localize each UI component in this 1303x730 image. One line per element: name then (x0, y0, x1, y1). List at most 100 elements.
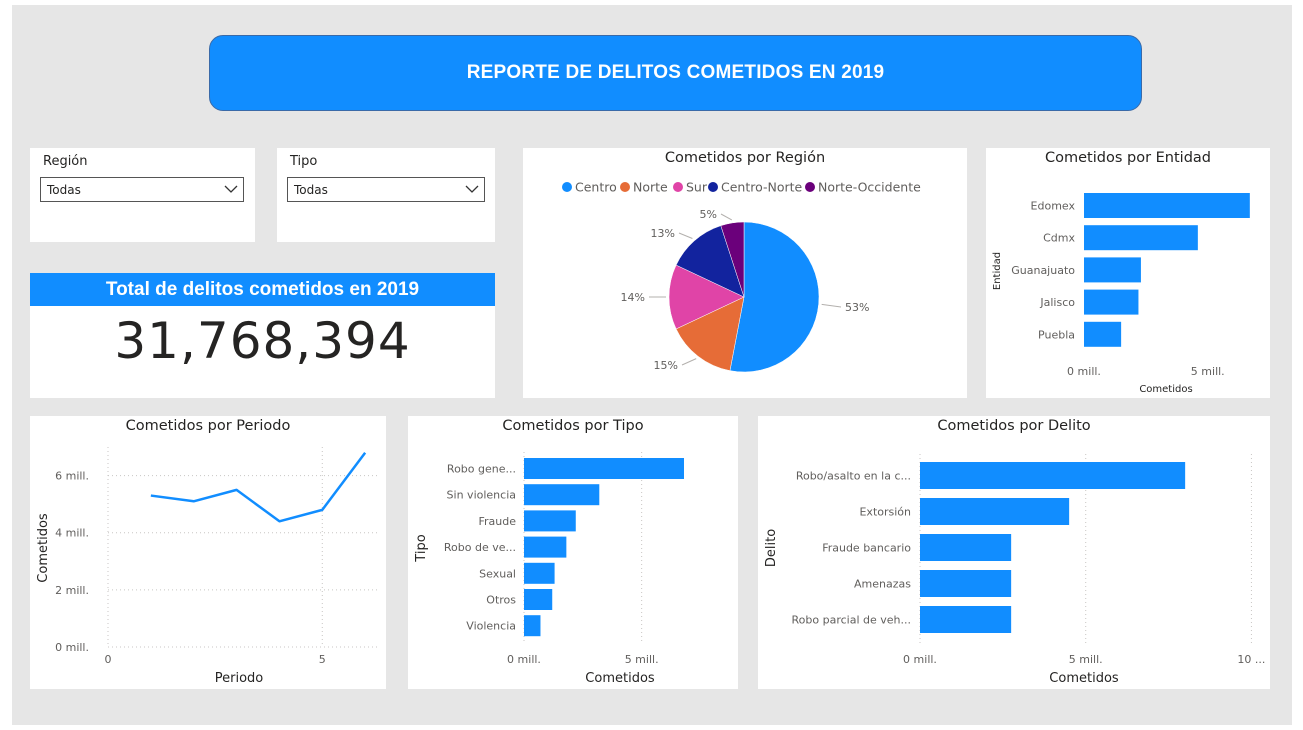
bar (1084, 289, 1139, 315)
bar (1084, 193, 1250, 218)
bar (524, 458, 684, 479)
legend-label: Norte (633, 180, 668, 195)
category-label: Edomex (1031, 200, 1076, 213)
entidad-chart-card[interactable]: Cometidos por Entidad Edomex Cdmx Guanajua… (986, 148, 1270, 398)
x-axis-title: Cometidos (1049, 671, 1119, 686)
region-dropdown-value: Todas (47, 182, 81, 197)
region-dropdown[interactable]: Todas (40, 177, 244, 202)
periodo-chart-card[interactable]: Cometidos por Periodo 0 mill. 2 mill. 4 mi… (30, 416, 386, 689)
delito-bar-chart: Robo/asalto en la c... Extorsión Fraude ba… (764, 454, 1265, 686)
legend-marker (708, 182, 718, 192)
tick-label: 5 mill. (625, 653, 659, 666)
category-label: Robo gene... (447, 463, 516, 476)
series-line (150, 451, 367, 523)
pie-leader-line (678, 232, 693, 239)
category-label: Robo de ve... (444, 541, 516, 554)
category-label: Jalisco (1039, 296, 1075, 309)
tipo-chart-title: Cometidos por Tipo (502, 418, 644, 434)
bar (920, 534, 1012, 561)
tipo-dropdown-value: Todas (294, 182, 328, 197)
pie-slice (668, 264, 745, 330)
pie-slice (720, 221, 745, 298)
legend-label: Norte-Occidente (818, 180, 921, 195)
bar (920, 462, 1186, 489)
entidad-bar-chart: Edomex Cdmx Guanajuato Jalisco Puebla 0 mill.… (992, 193, 1250, 395)
pie-leader-line (720, 213, 733, 221)
bar (524, 615, 541, 637)
x-axis-title: Periodo (215, 671, 264, 686)
bar (1084, 257, 1141, 283)
pie-data-label: 5% (700, 208, 717, 221)
periodo-chart-title: Cometidos por Periodo (125, 418, 291, 434)
legend-marker (620, 182, 630, 192)
pie-leader-line (821, 303, 842, 308)
pie-slice (675, 296, 745, 371)
bar (920, 570, 1012, 597)
region-chart-card[interactable]: Cometidos por Región Centro Norte Sur Centr… (523, 148, 967, 398)
delito-chart-card[interactable]: Cometidos por Delito Robo/asalto en la c… (758, 416, 1270, 689)
bar (524, 484, 600, 506)
category-label: Guanajuato (1011, 264, 1075, 277)
tipo-dropdown[interactable]: Todas (287, 177, 485, 202)
y-axis-title: Tipo (414, 534, 429, 562)
pie-leader-line (681, 358, 697, 366)
pie-data-label: 53% (845, 301, 869, 314)
entidad-chart-title: Cometidos por Entidad (1045, 150, 1211, 166)
category-label: Violencia (466, 620, 516, 633)
bar (524, 510, 576, 532)
x-axis-title: Cometidos (585, 671, 655, 686)
bar (920, 498, 1070, 525)
category-label: Robo parcial de veh... (792, 614, 911, 627)
y-axis-title: Cometidos (36, 513, 51, 583)
pie-data-label: 14% (621, 291, 645, 304)
bar (524, 589, 553, 610)
tick-label: 0 mill. (903, 653, 937, 666)
region-slicer-label: Región (43, 154, 88, 169)
chevron-down-icon (465, 185, 479, 193)
bar (1084, 321, 1122, 347)
tipo-slicer-label: Tipo (290, 154, 318, 169)
bar (524, 536, 567, 558)
category-label: Sin violencia (447, 489, 516, 502)
kpi-value: 31,768,394 (114, 312, 411, 370)
region-chart-title: Cometidos por Región (664, 150, 826, 166)
category-label: Puebla (1038, 328, 1075, 341)
y-tick-label: 4 mill. (55, 527, 89, 540)
category-label: Sexual (479, 567, 516, 580)
region-pie-chart: Centro Norte Sur Centro-Norte Norte-Occident… (562, 180, 921, 373)
pie-data-label: 13% (651, 227, 675, 240)
legend-label: Centro (575, 180, 617, 195)
legend-label: Sur (686, 180, 708, 195)
tick-label: 5 mill. (1069, 653, 1103, 666)
category-label: Robo/asalto en la c... (796, 470, 911, 483)
tipo-bar-chart: Robo gene... Sin violencia Fraude Robo de v… (414, 452, 684, 686)
y-tick-label: 2 mill. (55, 584, 89, 597)
tick-label: 10 ... (1237, 653, 1265, 666)
category-label: Fraude (478, 515, 516, 528)
y-axis-title: Delito (764, 529, 779, 567)
y-axis-title: Entidad (992, 252, 1003, 290)
delito-chart-title: Cometidos por Delito (937, 418, 1091, 434)
pie-data-label: 15% (654, 359, 678, 372)
tick-label: 0 mill. (1067, 365, 1101, 378)
category-label: Extorsión (859, 506, 911, 519)
bar (920, 606, 1012, 633)
bar (524, 562, 555, 584)
x-tick-label: 5 (319, 653, 326, 666)
legend-marker (562, 182, 572, 192)
report-title: REPORTE DE DELITOS COMETIDOS EN 2019 (209, 35, 1142, 111)
region-slicer: Región Todas (30, 148, 255, 242)
legend-marker (805, 182, 815, 192)
bar (1084, 225, 1198, 251)
legend-label: Centro-Norte (721, 180, 803, 195)
category-label: Cdmx (1043, 232, 1075, 245)
category-label: Otros (486, 594, 516, 607)
legend-marker (673, 182, 683, 192)
tipo-chart-card[interactable]: Cometidos por Tipo Robo gene... Sin viole… (408, 416, 738, 689)
y-tick-label: 6 mill. (55, 470, 89, 483)
pie-slice (729, 221, 820, 373)
x-tick-label: 0 (105, 653, 112, 666)
tick-label: 5 mill. (1191, 365, 1225, 378)
periodo-line-chart: 0 mill. 2 mill. 4 mill. 6 mill. 0 5 Periodo Com… (36, 447, 378, 686)
kpi-label: Total de delitos cometidos en 2019 (30, 273, 495, 306)
